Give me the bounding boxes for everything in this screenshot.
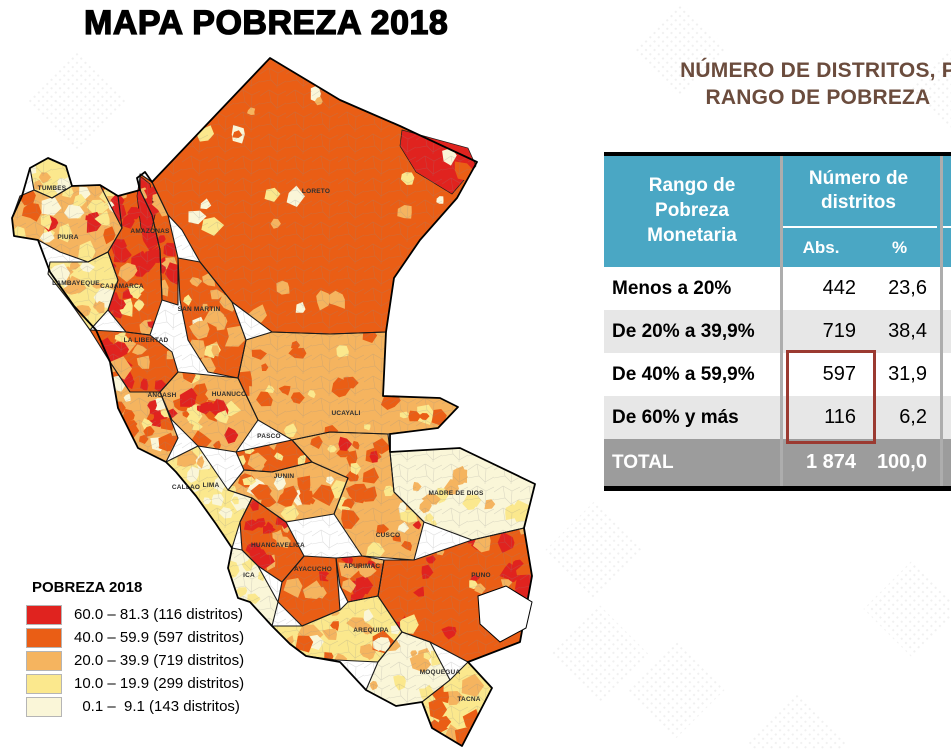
legend-title: POBREZA 2018 xyxy=(32,579,143,596)
cell-label: De 60% y más xyxy=(612,406,739,428)
table-total-row: TOTAL 1 874 100,0 xyxy=(604,439,951,486)
lake-titicaca xyxy=(477,585,533,643)
header-range: Rango de Pobreza Monetaria xyxy=(647,175,737,246)
panel-title-line2: RANGO DE POBREZA xyxy=(705,86,931,110)
legend-item: 10.0 – 19.9 (299 distritos) xyxy=(26,672,244,695)
legend-label: 40.0 – 59.9 (597 distritos) xyxy=(74,629,245,646)
map-title: MAPA POBREZA 2018 xyxy=(83,3,449,42)
department-label: CALLAO xyxy=(172,484,200,491)
cell-abs: 116 xyxy=(824,406,856,428)
table-top-border xyxy=(604,152,951,156)
legend-item: 0.1 – 9.1 (143 distritos) xyxy=(26,695,244,718)
department-label: LA LIBERTAD xyxy=(124,337,169,344)
department-label: CAJAMARCA xyxy=(100,283,144,290)
table-row: De 20% a 39,9% 719 38,4 xyxy=(604,310,951,353)
cell-label: Menos a 20% xyxy=(612,277,732,299)
department-label: TACNA xyxy=(457,696,480,703)
districts-table: Rango de Pobreza Monetaria Número de dis… xyxy=(604,152,951,491)
legend-swatch xyxy=(26,696,62,717)
department-label: MADRE DE DIOS xyxy=(429,490,484,497)
department-label: HUANUCO xyxy=(212,391,247,398)
legend-swatch xyxy=(26,673,62,694)
header-pct: % xyxy=(891,237,908,257)
legend-items: 60.0 – 81.3 (116 distritos) 40.0 – 59.9 (… xyxy=(26,603,244,718)
legend-item: 20.0 – 39.9 (719 distritos) xyxy=(26,649,244,672)
map-legend: POBREZA 2018 60.0 – 81.3 (116 distritos)… xyxy=(26,579,244,718)
department-label: ANCASH xyxy=(147,392,176,399)
cell-pct: 23,6 xyxy=(888,277,927,299)
cell-label: De 40% a 59,9% xyxy=(612,363,755,385)
panel-title: NÚMERO DE DISTRITOS, P RANGO DE POBREZA xyxy=(608,57,951,112)
legend-swatch xyxy=(26,650,62,671)
department-label: LAMBAYEQUE xyxy=(52,280,100,287)
department-label: AMAZONAS xyxy=(130,228,170,235)
legend-item: 60.0 – 81.3 (116 distritos) xyxy=(26,603,244,626)
department-label: PUNO xyxy=(471,572,491,579)
country-outline xyxy=(11,57,536,747)
department-label: AYACUCHO xyxy=(294,566,332,573)
table-divider-2 xyxy=(940,156,943,486)
cell-pct: 6,2 xyxy=(899,406,927,428)
legend-label: 20.0 – 39.9 (719 distritos) xyxy=(74,652,245,669)
legend-swatch xyxy=(26,627,62,648)
department-label: CUSCO xyxy=(376,532,400,539)
cell-abs: 719 xyxy=(822,320,856,342)
district-texture xyxy=(12,58,535,746)
header-group-label: Número de distritos xyxy=(780,156,937,228)
legend-swatch xyxy=(26,604,62,625)
table-divider-1 xyxy=(780,156,783,486)
cell-pct: 38,4 xyxy=(888,320,927,342)
department-label: JUNIN xyxy=(274,473,295,480)
department-label: SAN MARTIN xyxy=(178,306,221,313)
header-subrow: Abs. % xyxy=(780,228,937,267)
department-label: PIURA xyxy=(57,234,78,241)
highlight-box xyxy=(786,350,876,444)
department-label: TUMBES xyxy=(38,185,67,192)
cell-abs: 597 xyxy=(822,363,856,385)
department-label: PASCO xyxy=(257,433,281,440)
table-body: Menos a 20% 442 23,6 De 20% a 39,9% 719 38,4 D… xyxy=(604,267,951,439)
cell-label: De 20% a 39,9% xyxy=(612,320,755,342)
legend-item: 40.0 – 59.9 (597 distritos) xyxy=(26,626,244,649)
department-label: MOQUEGUA xyxy=(420,669,461,676)
total-label: TOTAL xyxy=(612,451,674,473)
total-pct: 100,0 xyxy=(876,451,927,473)
legend-label: 0.1 – 9.1 (143 distritos) xyxy=(74,698,240,715)
cell-pct: 31,9 xyxy=(888,363,927,385)
table-header: Rango de Pobreza Monetaria Número de dis… xyxy=(604,156,951,267)
table-bottom-border xyxy=(604,486,951,491)
table-row: Menos a 20% 442 23,6 xyxy=(604,267,951,310)
header-abs: Abs. xyxy=(802,237,840,257)
legend-label: 10.0 – 19.9 (299 distritos) xyxy=(74,675,245,692)
department-label: LIMA xyxy=(203,482,220,489)
department-label: UCAYALI xyxy=(331,410,360,417)
department-label: HUANCAVELICA xyxy=(251,542,305,549)
department-label: AREQUIPA xyxy=(353,627,389,634)
header-districts-group: Número de distritos Abs. % xyxy=(780,156,937,267)
department-labels: TUMBES PIURA AMAZONAS LAMBAYEQUE CAJAMARCA SA… xyxy=(38,185,491,703)
department-label: APURIMAC xyxy=(344,563,381,570)
department-label: ICA xyxy=(243,572,255,579)
header-clipped-column xyxy=(940,156,951,267)
legend-label: 60.0 – 81.3 (116 distritos) xyxy=(74,606,243,623)
panel-title-line1: NÚMERO DE DISTRITOS, P xyxy=(680,59,951,82)
cell-abs: 442 xyxy=(822,277,856,299)
table-row: De 40% a 59,9% 597 31,9 xyxy=(604,353,951,396)
department-label: LORETO xyxy=(302,188,330,195)
table-row: De 60% y más 116 6,2 xyxy=(604,396,951,439)
total-abs: 1 874 xyxy=(805,451,856,473)
